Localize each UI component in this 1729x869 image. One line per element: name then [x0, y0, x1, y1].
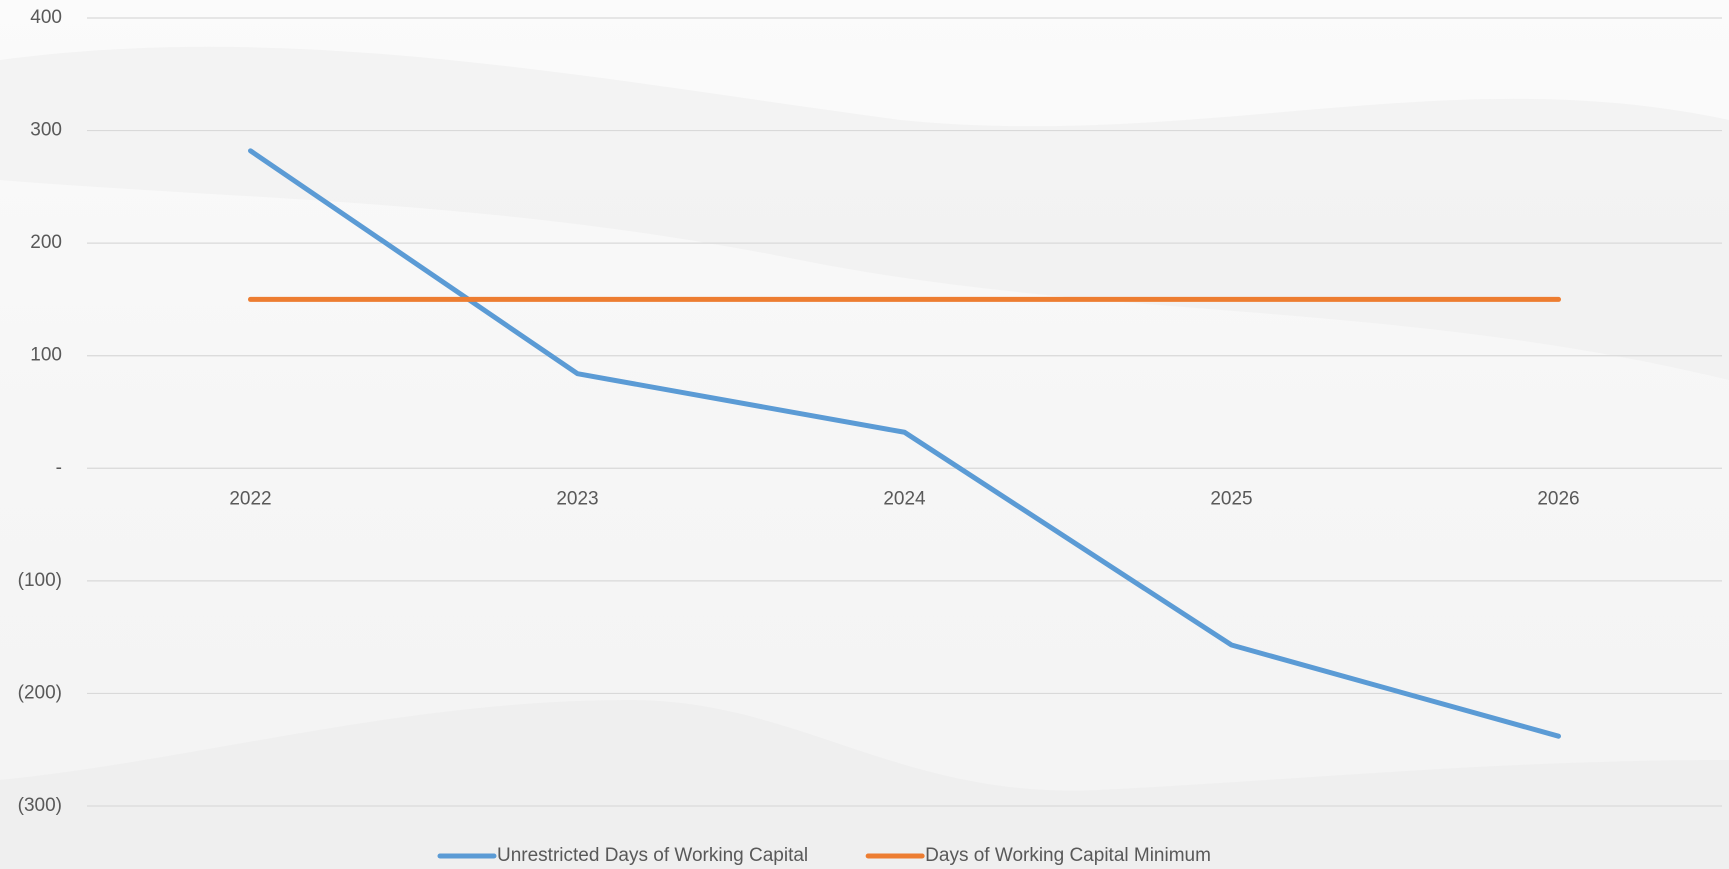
x-tick-label: 2025 — [1210, 488, 1252, 509]
y-tick-label: (100) — [18, 570, 62, 591]
chart: (300) (200) (100) - 100 200 300 400 2022 2023 2024… — [0, 0, 1729, 869]
y-tick-label: (200) — [18, 682, 62, 703]
y-tick-label: 300 — [30, 120, 62, 141]
y-tick-label: 200 — [30, 232, 62, 253]
x-tick-label: 2023 — [556, 488, 598, 509]
y-tick-label: (300) — [18, 795, 62, 816]
x-tick-label: 2022 — [229, 488, 271, 509]
legend-label: Days of Working Capital Minimum — [925, 845, 1211, 866]
y-tick-label: - — [56, 457, 62, 478]
page: (300) (200) (100) - 100 200 300 400 2022 2023 2024… — [0, 0, 1729, 869]
y-tick-label: 100 — [30, 345, 62, 366]
y-tick-label: 400 — [30, 7, 62, 28]
x-tick-label: 2024 — [883, 488, 926, 509]
x-tick-label: 2026 — [1537, 488, 1579, 509]
legend-label: Unrestricted Days of Working Capital — [497, 845, 808, 866]
